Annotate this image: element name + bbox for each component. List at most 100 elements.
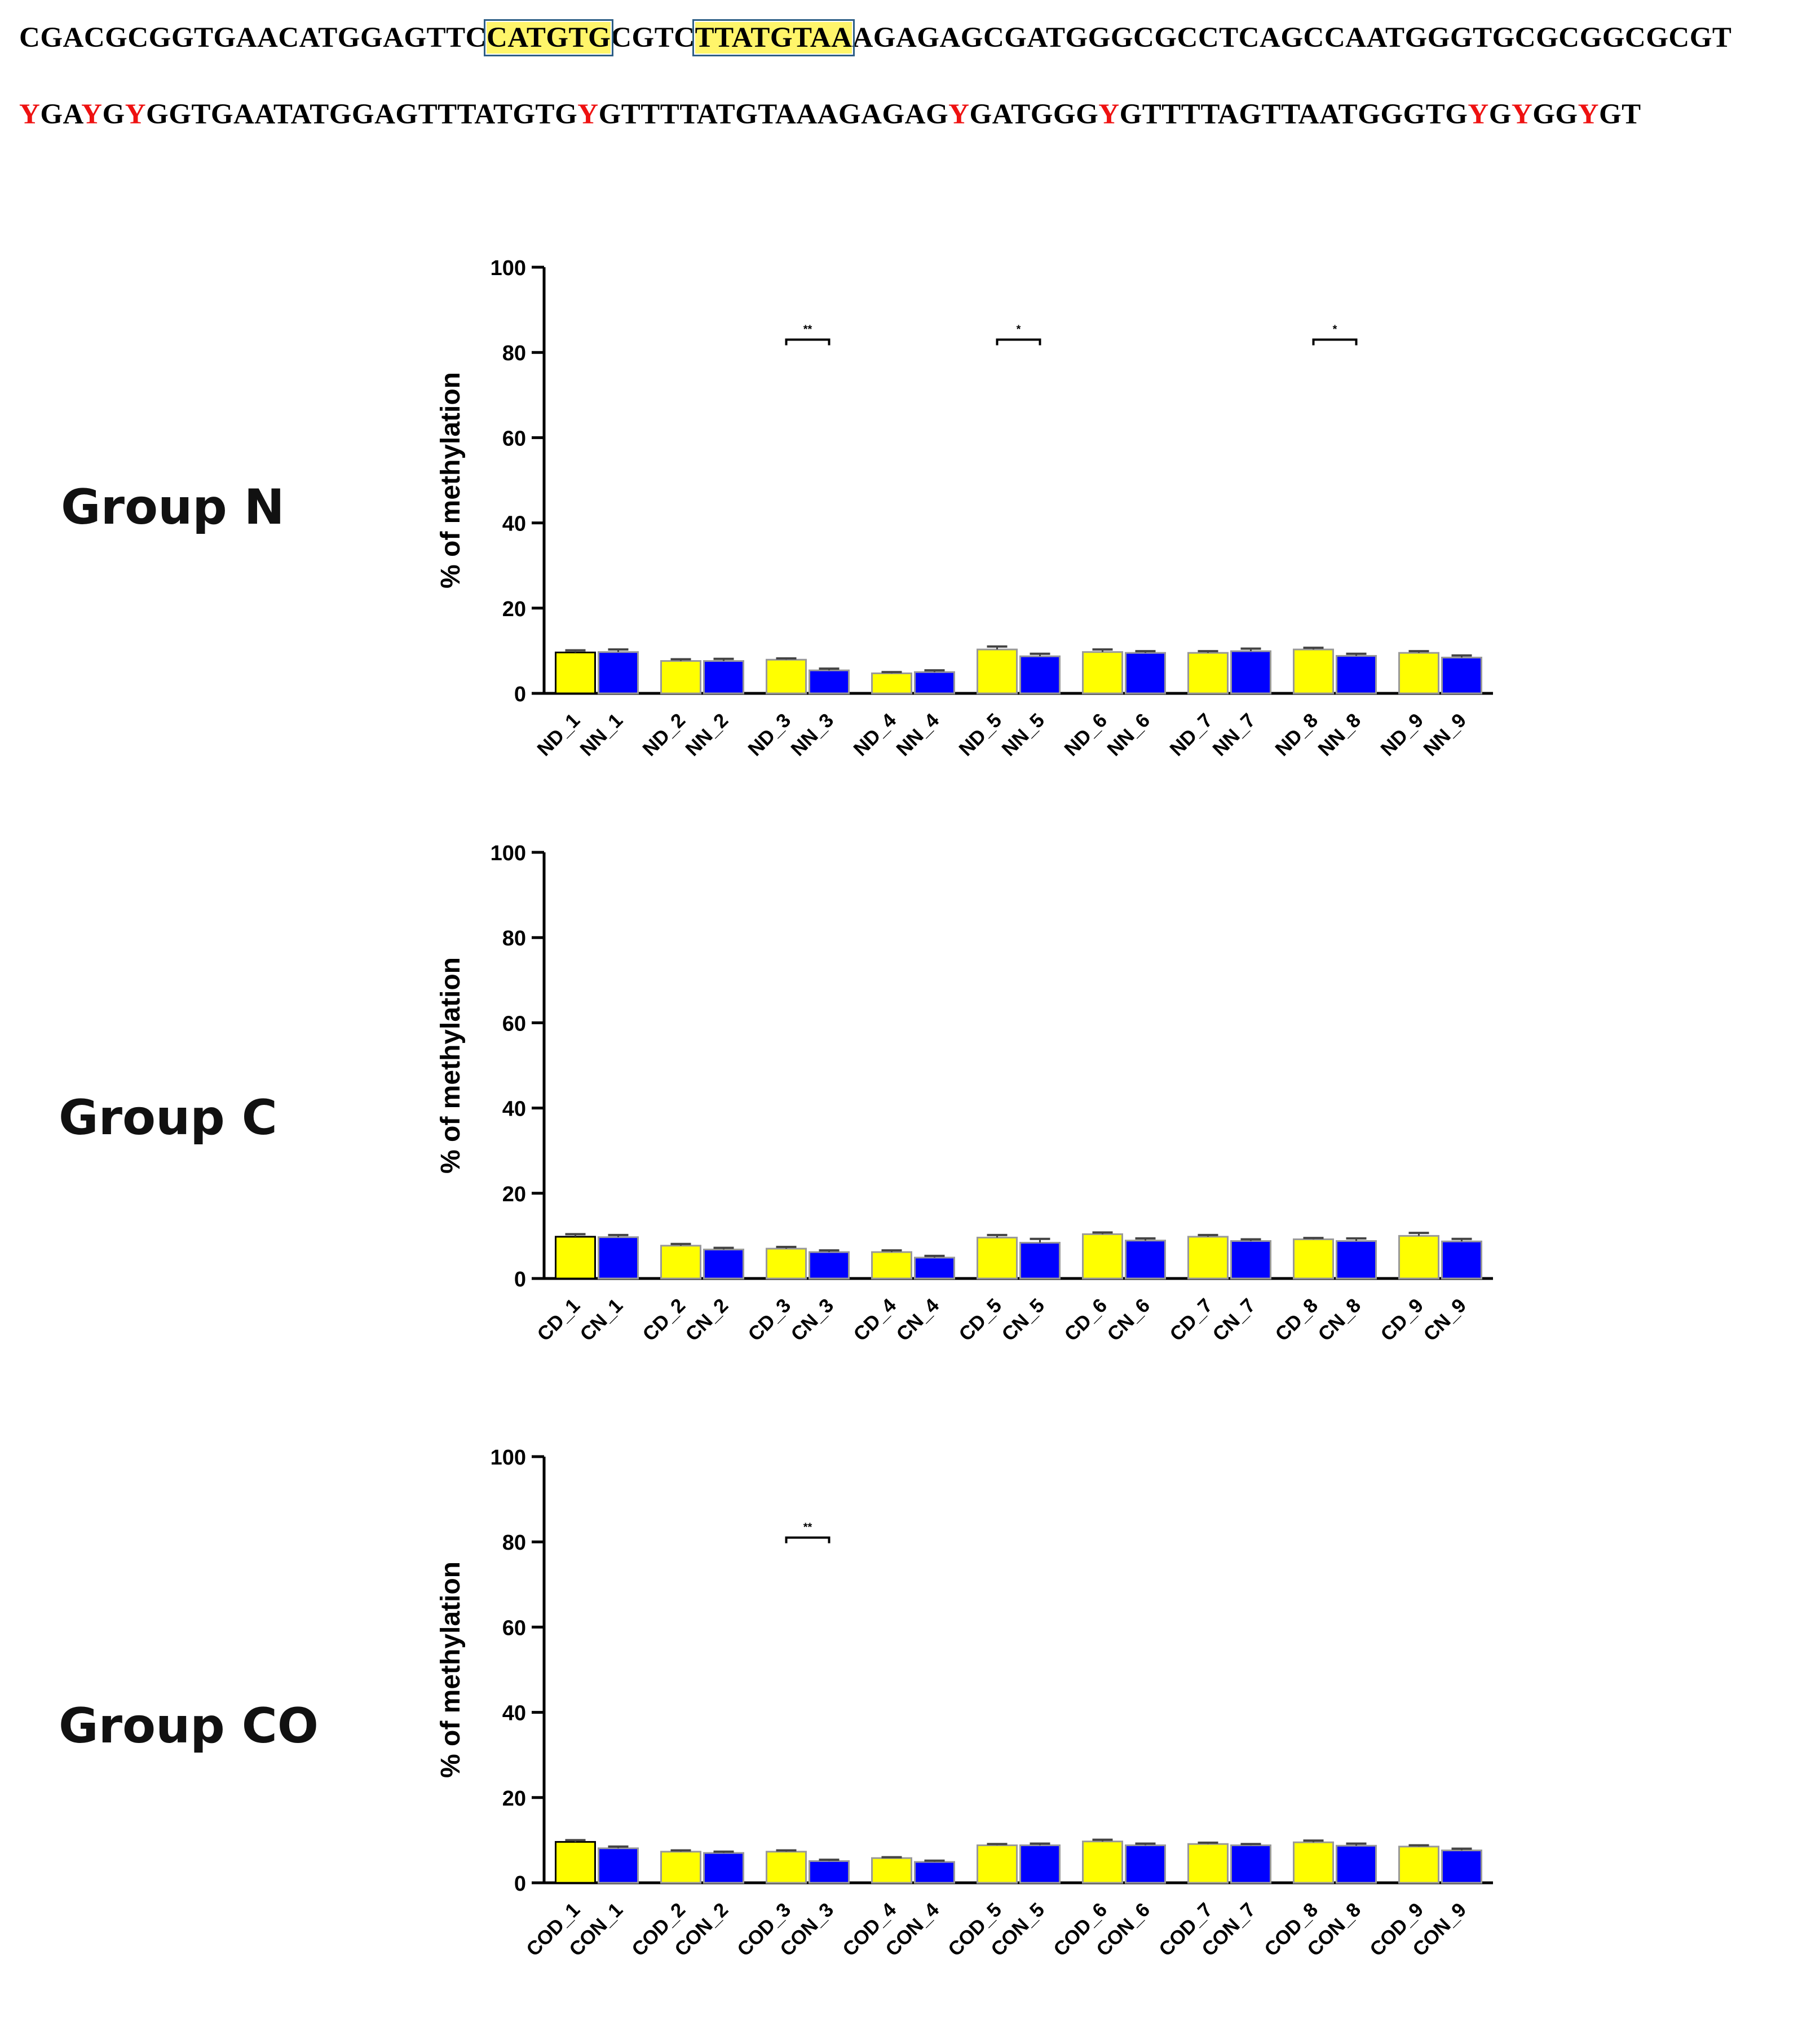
x-tick-label: ND_2 bbox=[638, 709, 690, 760]
bar-con-6 bbox=[1125, 1844, 1166, 1884]
x-tick-label: NN_1 bbox=[576, 709, 627, 760]
x-tick-label: ND_6 bbox=[1060, 709, 1111, 760]
x-tick-label: CN_5 bbox=[997, 1294, 1049, 1346]
sequence-segment: GGTGAATATGGAGTTTATGTG bbox=[146, 99, 578, 130]
bar-cn-1 bbox=[598, 1236, 639, 1280]
bar-chart-group-n: 0 20 40 60 80 100 % of methylation ND_1NN_1 ND_2… bbox=[436, 256, 1493, 760]
cpg-site-marker: Y bbox=[1098, 99, 1120, 130]
significance-label: ** bbox=[803, 324, 812, 336]
y-tick-label: 80 bbox=[502, 927, 526, 950]
bar-nd-2 bbox=[660, 660, 701, 694]
bar-cd-2 bbox=[660, 1245, 701, 1280]
x-tick-label: CN_6 bbox=[1103, 1294, 1154, 1346]
bar-chart-group-c: 0 20 40 60 80 100 % of methylation CD_1CN_1 CD_2… bbox=[436, 842, 1493, 1346]
x-tick-label: CN_3 bbox=[787, 1294, 838, 1346]
y-tick-label: 20 bbox=[502, 1183, 526, 1206]
bar-nd-8 bbox=[1293, 648, 1334, 694]
sequence-segment: GATGGG bbox=[969, 99, 1099, 130]
x-tick-label: CD_6 bbox=[1060, 1294, 1111, 1346]
bar-cod-4 bbox=[871, 1857, 912, 1884]
x-tick-label: ND_7 bbox=[1165, 709, 1217, 760]
x-tick-label: NN_5 bbox=[997, 709, 1049, 760]
bar-nn-6 bbox=[1125, 652, 1166, 694]
sequence-segment: G bbox=[1488, 99, 1512, 130]
sequence-segment: GTTTTATGTAAAGAGAG bbox=[598, 99, 949, 130]
bar-cn-3 bbox=[809, 1251, 850, 1280]
x-tick-label: NN_7 bbox=[1208, 709, 1260, 760]
bar-nd-4 bbox=[871, 672, 912, 694]
bar-cd-3 bbox=[766, 1247, 807, 1280]
bar-cn-2 bbox=[703, 1249, 744, 1280]
bar-nd-3 bbox=[766, 658, 807, 694]
bar-cod-2 bbox=[660, 1851, 701, 1884]
y-tick-label: 80 bbox=[502, 1531, 526, 1555]
highlighted-motif: CATGTG bbox=[483, 19, 614, 56]
sequence-line-original: CGACGCGGTGAACATGGAGTTCCATGTGCGTCTTATGTAA… bbox=[19, 19, 1731, 56]
sequence-line-bisulfite: YGAYGYGGTGAATATGGAGTTTATGTGYGTTTTATGTAAA… bbox=[19, 98, 1641, 131]
x-tick-label: CD_8 bbox=[1271, 1294, 1322, 1346]
x-tick-label: ND_9 bbox=[1376, 709, 1428, 760]
bar-nn-7 bbox=[1230, 650, 1271, 694]
bar-con-2 bbox=[703, 1852, 744, 1884]
y-axis-label: % of methylation bbox=[436, 1561, 466, 1778]
y-tick-label: 80 bbox=[502, 342, 526, 365]
significance-bracket bbox=[1312, 338, 1358, 346]
y-tick-label: 100 bbox=[491, 842, 526, 865]
bar-con-4 bbox=[914, 1861, 955, 1884]
x-tick-label: CN_8 bbox=[1314, 1294, 1365, 1346]
bar-cd-7 bbox=[1187, 1236, 1229, 1280]
x-tick-label: CN_2 bbox=[681, 1294, 732, 1346]
x-tick-label: CN_1 bbox=[576, 1294, 627, 1346]
significance-label: * bbox=[1333, 324, 1337, 336]
x-tick-label: ND_4 bbox=[849, 709, 900, 760]
bar-con-5 bbox=[1019, 1844, 1061, 1884]
bar-cod-1 bbox=[555, 1841, 596, 1884]
bar-cod-8 bbox=[1293, 1841, 1334, 1884]
sequence-segment: GT bbox=[1598, 99, 1641, 130]
bar-cd-6 bbox=[1082, 1233, 1123, 1280]
x-tick-label: NN_4 bbox=[892, 709, 943, 760]
bar-cd-1 bbox=[555, 1236, 596, 1280]
group-label-co: Group CO bbox=[59, 1698, 319, 1754]
bar-nn-5 bbox=[1019, 655, 1061, 694]
cpg-site-marker: Y bbox=[1468, 99, 1489, 130]
bar-nn-1 bbox=[598, 651, 639, 694]
bar-cn-4 bbox=[914, 1257, 955, 1280]
y-tick-label: 0 bbox=[514, 1268, 526, 1291]
x-tick-label: ND_3 bbox=[744, 709, 795, 760]
y-tick-label: 20 bbox=[502, 1787, 526, 1811]
highlighted-motif: TTATGTAA bbox=[692, 19, 855, 56]
group-label-c: Group C bbox=[59, 1090, 277, 1146]
bar-con-9 bbox=[1441, 1850, 1482, 1884]
cpg-site-marker: Y bbox=[19, 99, 41, 130]
significance-label: * bbox=[1017, 324, 1021, 336]
bar-cn-6 bbox=[1125, 1240, 1166, 1280]
bar-cd-9 bbox=[1398, 1235, 1439, 1280]
y-tick-label: 0 bbox=[514, 1872, 526, 1896]
x-tick-label: NN_6 bbox=[1103, 709, 1154, 760]
x-tick-label: CD_5 bbox=[955, 1294, 1006, 1346]
cpg-site-marker: Y bbox=[81, 99, 103, 130]
y-tick-label: 0 bbox=[514, 683, 526, 706]
x-tick-label: NN_8 bbox=[1314, 709, 1365, 760]
y-tick-label: 40 bbox=[502, 1098, 526, 1121]
bar-cn-8 bbox=[1336, 1240, 1377, 1280]
cpg-site-marker: Y bbox=[1578, 99, 1599, 130]
cpg-site-marker: Y bbox=[948, 99, 970, 130]
y-tick-label: 40 bbox=[502, 1702, 526, 1726]
y-tick-label: 100 bbox=[491, 256, 526, 280]
bar-nd-7 bbox=[1187, 652, 1229, 694]
cpg-site-marker: Y bbox=[125, 99, 147, 130]
bar-cd-4 bbox=[871, 1251, 912, 1280]
significance-bracket bbox=[996, 338, 1041, 346]
bar-cd-5 bbox=[977, 1236, 1018, 1280]
x-tick-label: CN_9 bbox=[1419, 1294, 1470, 1346]
y-tick-label: 60 bbox=[502, 1012, 526, 1036]
bar-cod-9 bbox=[1398, 1846, 1439, 1884]
x-tick-label: CN_4 bbox=[892, 1294, 943, 1346]
bar-cod-7 bbox=[1187, 1843, 1229, 1884]
bar-con-8 bbox=[1336, 1844, 1377, 1884]
bar-nn-4 bbox=[914, 671, 955, 694]
bar-cd-8 bbox=[1293, 1238, 1334, 1280]
